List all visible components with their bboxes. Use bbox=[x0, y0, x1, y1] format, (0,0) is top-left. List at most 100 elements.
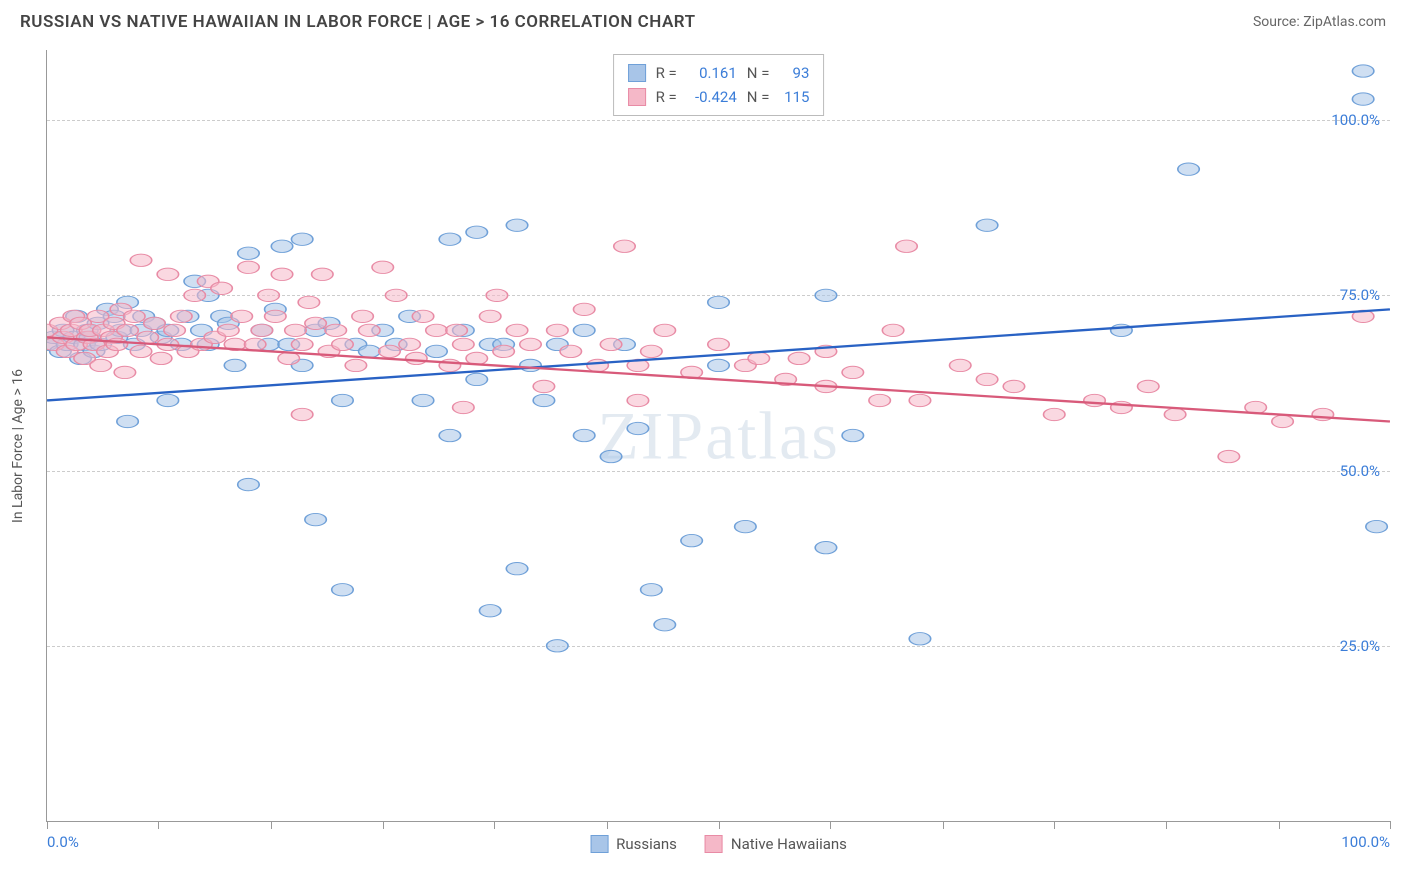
scatter-point bbox=[627, 359, 648, 371]
legend-stats-row: R = -0.424 N = 115 bbox=[628, 85, 810, 109]
scatter-point bbox=[291, 408, 312, 420]
x-tick bbox=[158, 821, 159, 829]
bottom-legend: RussiansNative Hawaiians bbox=[590, 835, 847, 853]
scatter-point bbox=[949, 359, 970, 371]
x-axis-max-label: 100.0% bbox=[1341, 833, 1390, 851]
stat-r-label: R = bbox=[656, 85, 677, 109]
scatter-point bbox=[278, 352, 299, 364]
scatter-point bbox=[265, 310, 286, 322]
scatter-point bbox=[520, 338, 541, 350]
scatter-point bbox=[1111, 401, 1132, 413]
scatter-point bbox=[291, 338, 312, 350]
scatter-point bbox=[708, 359, 729, 371]
scatter-point bbox=[1003, 380, 1024, 392]
scatter-point bbox=[453, 401, 474, 413]
scatter-point bbox=[1164, 408, 1185, 420]
scatter-point bbox=[815, 380, 836, 392]
stat-r-value: -0.424 bbox=[687, 85, 737, 109]
scatter-point bbox=[258, 289, 279, 301]
scatter-point bbox=[600, 450, 621, 462]
x-tick bbox=[1279, 821, 1280, 829]
scatter-point bbox=[1111, 324, 1132, 336]
scatter-point bbox=[842, 366, 863, 378]
scatter-point bbox=[1366, 520, 1387, 532]
scatter-point bbox=[547, 324, 568, 336]
scatter-point bbox=[506, 324, 527, 336]
scatter-point bbox=[157, 268, 178, 280]
scatter-point bbox=[573, 303, 594, 315]
scatter-point bbox=[627, 394, 648, 406]
scatter-point bbox=[1044, 408, 1065, 420]
scatter-point bbox=[573, 324, 594, 336]
scatter-point bbox=[372, 261, 393, 273]
scatter-point bbox=[708, 296, 729, 308]
scatter-point bbox=[882, 324, 903, 336]
scatter-point bbox=[1084, 394, 1105, 406]
scatter-point bbox=[976, 373, 997, 385]
scatter-point bbox=[587, 359, 608, 371]
scatter-point bbox=[788, 352, 809, 364]
x-tick bbox=[271, 821, 272, 829]
scatter-point bbox=[238, 261, 259, 273]
scatter-point bbox=[114, 366, 135, 378]
scatter-point bbox=[1245, 401, 1266, 413]
scatter-point bbox=[466, 373, 487, 385]
stat-r-label: R = bbox=[656, 61, 677, 85]
scatter-point bbox=[211, 282, 232, 294]
stat-n-label: N = bbox=[747, 61, 770, 85]
x-tick bbox=[494, 821, 495, 829]
scatter-point bbox=[271, 268, 292, 280]
scatter-point bbox=[493, 345, 514, 357]
scatter-point bbox=[641, 584, 662, 596]
scatter-point bbox=[90, 359, 111, 371]
scatter-point bbox=[506, 219, 527, 231]
scatter-point bbox=[815, 345, 836, 357]
x-tick bbox=[607, 821, 608, 829]
scatter-point bbox=[426, 345, 447, 357]
scatter-point bbox=[869, 394, 890, 406]
scatter-point bbox=[1352, 93, 1373, 105]
scatter-point bbox=[842, 429, 863, 441]
scatter-point bbox=[775, 373, 796, 385]
scatter-point bbox=[1178, 163, 1199, 175]
chart-title: RUSSIAN VS NATIVE HAWAIIAN IN LABOR FORC… bbox=[20, 12, 696, 32]
stat-n-label: N = bbox=[747, 85, 770, 109]
chart-plot-area: ZIPatlas R =0.161N =93R =-0.424N =115 0.… bbox=[46, 50, 1390, 822]
scatter-point bbox=[815, 541, 836, 553]
scatter-point bbox=[130, 345, 151, 357]
bottom-legend-item: Native Hawaiians bbox=[705, 835, 847, 853]
x-tick bbox=[719, 821, 720, 829]
x-axis-min-label: 0.0% bbox=[47, 833, 79, 851]
scatter-point bbox=[453, 338, 474, 350]
scatter-point bbox=[144, 317, 165, 329]
stat-r-value: 0.161 bbox=[687, 61, 737, 85]
scatter-point bbox=[466, 352, 487, 364]
stat-n-value: 93 bbox=[779, 61, 809, 85]
scatter-point bbox=[218, 324, 239, 336]
legend-label: Native Hawaiians bbox=[731, 835, 847, 853]
scatter-point bbox=[573, 429, 594, 441]
stat-n-value: 115 bbox=[779, 85, 809, 109]
scatter-point bbox=[332, 394, 353, 406]
legend-swatch bbox=[590, 835, 608, 853]
scatter-point bbox=[291, 233, 312, 245]
scatter-point bbox=[305, 513, 326, 525]
legend-swatch bbox=[705, 835, 723, 853]
scatter-point bbox=[238, 247, 259, 259]
scatter-point bbox=[600, 338, 621, 350]
scatter-point bbox=[614, 240, 635, 252]
scatter-point bbox=[224, 359, 245, 371]
scatter-point bbox=[164, 324, 185, 336]
scatter-point bbox=[271, 240, 292, 252]
scatter-point bbox=[1312, 408, 1333, 420]
scatter-point bbox=[251, 324, 272, 336]
scatter-point bbox=[815, 289, 836, 301]
scatter-point bbox=[231, 310, 252, 322]
scatter-point bbox=[325, 324, 346, 336]
scatter-point bbox=[130, 254, 151, 266]
scatter-point bbox=[379, 345, 400, 357]
scatter-point bbox=[312, 268, 333, 280]
scatter-point bbox=[681, 366, 702, 378]
x-tick bbox=[830, 821, 831, 829]
scatter-point bbox=[533, 394, 554, 406]
